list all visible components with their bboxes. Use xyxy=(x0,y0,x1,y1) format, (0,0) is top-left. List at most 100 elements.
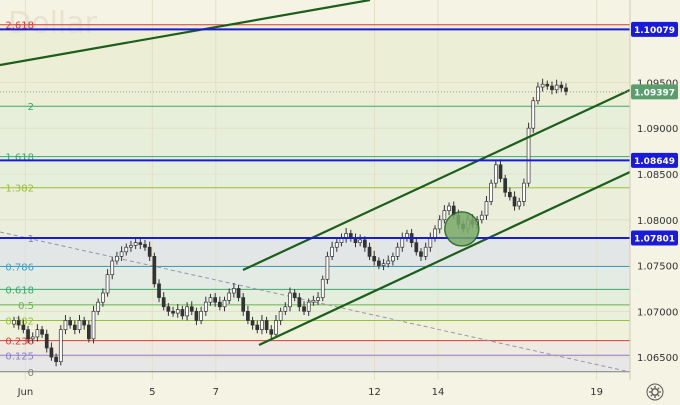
candle-body-74 xyxy=(358,239,363,244)
fib-label-5: 0.618 xyxy=(5,285,34,296)
candle-body-8 xyxy=(49,347,54,358)
candle-body-47 xyxy=(232,288,236,294)
candle-body-50 xyxy=(246,310,250,321)
candle-body-53 xyxy=(260,320,264,330)
candle-body-13 xyxy=(72,324,77,330)
candle-body-35 xyxy=(175,309,180,314)
fib-zone-9 xyxy=(0,106,630,157)
candle-body-110 xyxy=(526,127,531,184)
candle-body-101 xyxy=(484,201,489,216)
fib-zone-3 xyxy=(0,304,630,321)
watermark-text: S. Dollar xyxy=(0,6,98,41)
gear-icon xyxy=(649,386,661,398)
price-tags: 1.10079 1.09397 1.08649 1.07801 xyxy=(631,21,678,246)
candle-body-19 xyxy=(101,292,105,303)
fib-label-8: 1.382 xyxy=(5,184,34,195)
candle-body-106 xyxy=(508,191,512,198)
price-tag-label-0: 1.10079 xyxy=(634,26,675,36)
candle-body-32 xyxy=(161,297,166,308)
candle-body-20 xyxy=(105,274,110,294)
candle-body-7 xyxy=(44,333,49,349)
candle-body-112 xyxy=(536,86,540,102)
y-tick-label-2: 1.07500 xyxy=(637,262,678,273)
candle-body-38 xyxy=(189,306,194,312)
y-tick-label-1: 1.07000 xyxy=(637,307,678,318)
y-tick-label-5: 1.09000 xyxy=(637,124,678,135)
fib-label-10: 2 xyxy=(28,102,34,113)
candle-body-57 xyxy=(278,310,283,321)
axis-panel-right xyxy=(630,0,680,405)
candle-body-30 xyxy=(152,256,157,285)
candle-body-34 xyxy=(171,310,175,314)
candle-body-59 xyxy=(288,292,292,308)
candle-body-9 xyxy=(54,356,58,363)
circle-highlight xyxy=(444,211,480,247)
candle-body-90 xyxy=(433,228,437,239)
settings-button[interactable] xyxy=(646,383,664,401)
candle-body-80 xyxy=(386,260,391,265)
candle-body-114 xyxy=(545,83,550,87)
candle-body-22 xyxy=(115,256,119,262)
candle-body-61 xyxy=(297,297,302,308)
axis-panel-bottom xyxy=(0,380,680,405)
candle-body-113 xyxy=(540,83,545,88)
candle-body-0 xyxy=(12,320,16,325)
candle-body-42 xyxy=(208,297,213,303)
candle-body-92 xyxy=(442,210,447,221)
fib-zone-8 xyxy=(0,156,630,188)
candle-body-69 xyxy=(334,242,339,248)
candle-body-11 xyxy=(63,320,68,330)
fib-zone-4 xyxy=(0,289,630,305)
candle-body-103 xyxy=(493,164,498,184)
candle-body-68 xyxy=(330,246,334,257)
price-tag-bg-2 xyxy=(631,152,678,168)
candle-body-28 xyxy=(143,244,147,248)
candle-body-5 xyxy=(35,329,40,338)
x-tick-label-4: 14 xyxy=(432,387,445,398)
candle-body-67 xyxy=(325,256,330,280)
candle-body-31 xyxy=(157,283,161,298)
candle-body-75 xyxy=(362,239,367,248)
candle-body-104 xyxy=(498,164,503,179)
candle-body-39 xyxy=(194,310,199,321)
y-tick-label-4: 1.08500 xyxy=(637,170,678,181)
candle-body-15 xyxy=(82,320,87,326)
fib-zone-1 xyxy=(0,340,630,356)
candle-body-93 xyxy=(447,205,451,211)
candle-body-54 xyxy=(264,320,269,330)
fib-zone-10 xyxy=(0,24,630,107)
x-tick-label-0: Jun xyxy=(17,387,34,398)
candle-body-33 xyxy=(166,306,171,312)
fib-label-1: 0.125 xyxy=(5,351,34,362)
candle-body-44 xyxy=(217,301,222,308)
candle-body-105 xyxy=(503,178,508,193)
candle-body-63 xyxy=(306,301,311,312)
candle-body-23 xyxy=(119,251,124,257)
candle-body-18 xyxy=(96,301,101,312)
y-tick-label-3: 1.08000 xyxy=(637,216,678,227)
candle-body-3 xyxy=(26,329,30,340)
fib-zone-0 xyxy=(0,355,630,372)
candle-body-78 xyxy=(377,260,381,266)
x-tick-label-1: 5 xyxy=(149,387,155,398)
fib-label-0: 0 xyxy=(28,368,34,379)
candle-body-91 xyxy=(437,219,442,230)
candle-body-88 xyxy=(423,246,428,257)
candle-body-115 xyxy=(550,85,554,91)
candle-body-26 xyxy=(133,242,138,246)
candle-body-40 xyxy=(199,310,203,321)
x-tick-label-2: 7 xyxy=(213,387,219,398)
price-tag-label-3: 1.07801 xyxy=(634,234,675,244)
price-tag-bg-1 xyxy=(631,84,678,100)
fib-retracement: 00.1250.2360.3820.50.6180.78611.3821.618… xyxy=(0,21,630,379)
candle-body-116 xyxy=(554,84,559,91)
fib-label-2: 0.236 xyxy=(5,337,34,348)
fib-zone-7 xyxy=(0,187,630,239)
price-tag-bg-3 xyxy=(631,230,678,246)
candle-body-86 xyxy=(414,242,419,253)
long-trend-line xyxy=(0,0,371,67)
candle-body-82 xyxy=(395,246,400,257)
candle-body-76 xyxy=(367,246,372,257)
candle-body-37 xyxy=(185,306,189,317)
x-tick-label-5: 19 xyxy=(590,387,603,398)
